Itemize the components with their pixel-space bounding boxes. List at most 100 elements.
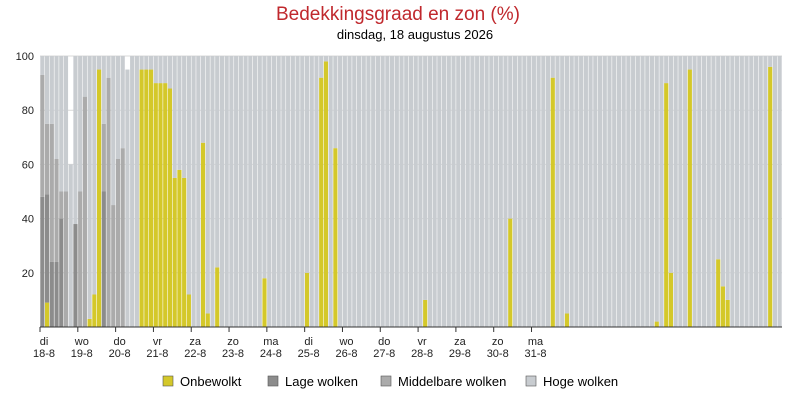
bar-segment-hoge-wolken [432,56,437,327]
bar-segment-hoge-wolken [319,56,324,78]
bar-segment-hoge-wolken [768,56,773,67]
bar-segment-hoge-wolken [130,56,135,327]
bar-segment-hoge-wolken [385,56,390,327]
bar-segment-hoge-wolken [550,56,555,78]
bar-segment-hoge-wolken [593,56,598,327]
bar-segment-hoge-wolken [531,56,536,327]
bar-segment-hoge-wolken [210,56,215,327]
bar-segment-onbewolkt [687,69,692,328]
chart-title: Bedekkingsgraad en zon (%) [276,4,520,25]
bar-segment-hoge-wolken [560,56,565,327]
bar-segment-onbewolkt [144,69,149,328]
bar-segment-onbewolkt [654,321,659,327]
bar-segment-hoge-wolken [328,56,333,327]
bar-segment-hoge-wolken [196,56,201,327]
bar-segment-middelbare-wolken [49,123,54,262]
bar-segment-hoge-wolken [508,56,513,219]
bar-segment-hoge-wolken [380,56,385,327]
bar-segment-hoge-wolken [366,56,371,327]
bar-segment-hoge-wolken [276,56,281,327]
bar-segment-hoge-wolken [111,56,116,206]
bar-segment-hoge-wolken [654,56,659,322]
bar-segment-hoge-wolken [205,56,210,314]
bar-segment-hoge-wolken [394,56,399,327]
bar-segment-hoge-wolken [697,56,702,327]
bar-segment-hoge-wolken [668,56,674,273]
bar-segment-hoge-wolken [716,56,721,260]
x-tick-date: 30-8 [487,348,509,360]
bar-segment-hoge-wolken [730,56,735,327]
bar-segment-hoge-wolken [763,56,768,327]
bar-segment-hoge-wolken [54,56,59,159]
bar-segment-hoge-wolken [92,56,97,295]
bar-segment-hoge-wolken [451,56,456,327]
bar-segment-hoge-wolken [640,56,645,327]
x-tick-day: di [40,336,49,348]
bar-segment-hoge-wolken [517,56,522,327]
bar-segment-hoge-wolken [664,56,669,84]
bar-segment-hoge-wolken [621,56,626,327]
bar-segment-hoge-wolken [224,56,229,327]
bar-segment-hoge-wolken [139,56,144,70]
bar-segment-middelbare-wolken [115,158,121,327]
bar-segment-hoge-wolken [418,56,423,327]
bar-segment-onbewolkt [319,77,324,328]
bar-segment-hoge-wolken [479,56,484,327]
x-tick-day: vr [418,336,428,348]
bar-segment-hoge-wolken [527,56,532,327]
bar-segment-hoge-wolken [200,56,206,143]
bar-segment-hoge-wolken [739,56,744,327]
bar-segment-middelbare-wolken [63,191,69,327]
bar-segment-hoge-wolken [574,56,579,327]
bar-segment-hoge-wolken [63,56,69,192]
bar-segment-hoge-wolken [423,56,428,300]
bar-segment-hoge-wolken [399,56,404,327]
bar-segment-onbewolkt [768,66,773,327]
legend-swatch [267,375,279,387]
bar-segment-onbewolkt [668,272,674,327]
y-tick-label: 60 [22,159,34,171]
bar-segment-onbewolkt [200,142,206,327]
x-tick-date: 18-8 [33,348,55,360]
y-tick-label: 100 [16,51,34,63]
bar-segment-hoge-wolken [361,56,366,327]
bar-stacks [40,56,782,328]
x-tick-day: wo [338,336,353,348]
bar-segment-middelbare-wolken [111,205,116,327]
bar-segment-hoge-wolken [635,56,640,327]
x-tick-day: zo [227,336,239,348]
bar-segment-hoge-wolken [484,56,489,327]
bar-segment-hoge-wolken [314,56,319,327]
legend-label: Hoge wolken [543,374,618,389]
bar-segment-hoge-wolken [465,56,470,327]
bar-segment-onbewolkt [153,83,158,327]
bar-segment-hoge-wolken [616,56,622,327]
bar-segment-hoge-wolken [489,56,494,327]
legend-swatch [525,375,537,387]
bar-segment-hoge-wolken [706,56,711,327]
bar-segment-hoge-wolken [252,56,258,327]
bar-segment-onbewolkt [304,272,310,327]
x-tick-date: 19-8 [71,348,93,360]
bar-segment-hoge-wolken [286,56,291,327]
bar-segment-onbewolkt [205,313,210,327]
bar-segment-hoge-wolken [446,56,451,327]
bar-segment-hoge-wolken [78,56,83,192]
bar-segment-lage-wolken [101,191,106,327]
bar-segment-hoge-wolken [612,56,617,327]
bar-segment-hoge-wolken [456,56,461,327]
legend-label: Lage wolken [285,374,358,389]
bar-segment-hoge-wolken [352,56,357,327]
bar-segment-onbewolkt [177,169,182,327]
bar-segment-hoge-wolken [243,56,248,327]
bar-segment-hoge-wolken [437,56,442,327]
bar-segment-hoge-wolken [522,56,527,327]
x-tick-date: 24-8 [260,348,282,360]
bar-segment-hoge-wolken [498,56,503,327]
x-axis: di18-8wo19-8do20-8vr21-8za22-8zo23-8ma24… [33,327,547,360]
bar-segment-hoge-wolken [248,56,253,327]
x-tick-date: 26-8 [335,348,357,360]
bar-segment-hoge-wolken [777,56,782,327]
bar-segment-onbewolkt [323,61,329,328]
bar-segment-hoge-wolken [583,56,588,327]
